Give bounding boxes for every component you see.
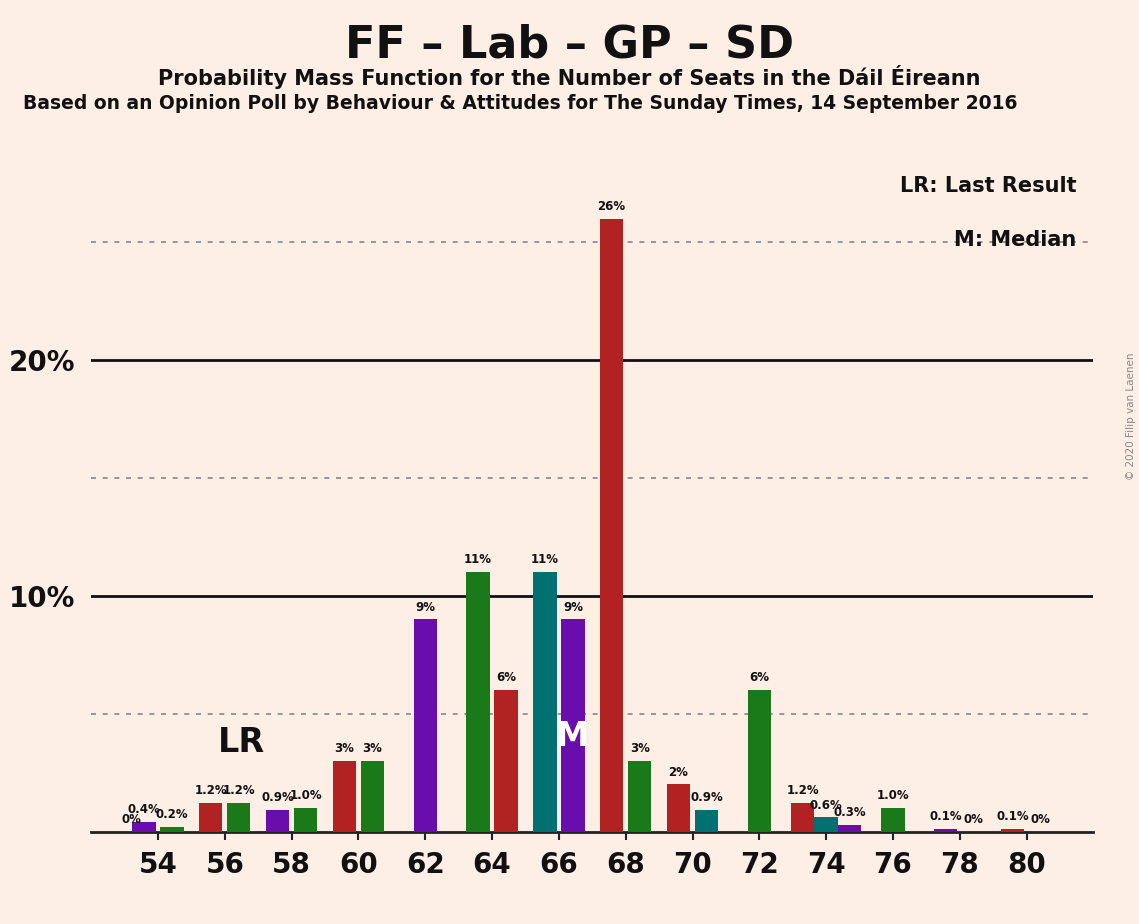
Text: 0%: 0% xyxy=(1031,813,1050,826)
Bar xyxy=(161,827,183,832)
Text: 0.1%: 0.1% xyxy=(997,810,1029,823)
Text: 3%: 3% xyxy=(335,742,354,755)
Bar xyxy=(466,572,490,832)
Text: 2%: 2% xyxy=(669,766,688,779)
Text: 1.2%: 1.2% xyxy=(786,784,819,797)
Bar xyxy=(747,690,771,832)
Bar xyxy=(695,810,719,832)
Text: 1.0%: 1.0% xyxy=(289,789,322,802)
Bar xyxy=(265,810,289,832)
Bar xyxy=(413,619,437,832)
Text: 0%: 0% xyxy=(121,813,141,826)
Bar xyxy=(294,808,318,832)
Text: Probability Mass Function for the Number of Seats in the Dáil Éireann: Probability Mass Function for the Number… xyxy=(158,65,981,89)
Bar xyxy=(838,824,861,832)
Text: 0.3%: 0.3% xyxy=(834,806,866,819)
Bar xyxy=(199,803,222,832)
Bar xyxy=(666,784,690,832)
Bar xyxy=(333,760,357,832)
Text: 11%: 11% xyxy=(464,553,492,566)
Text: Based on an Opinion Poll by Behaviour & Attitudes for The Sunday Times, 14 Septe: Based on an Opinion Poll by Behaviour & … xyxy=(23,94,1017,114)
Bar xyxy=(882,808,904,832)
Text: 9%: 9% xyxy=(416,601,435,614)
Bar xyxy=(227,803,251,832)
Bar xyxy=(934,829,958,832)
Text: 0.2%: 0.2% xyxy=(156,808,188,821)
Text: LR: Last Result: LR: Last Result xyxy=(900,176,1076,196)
Text: 1.2%: 1.2% xyxy=(195,784,227,797)
Text: 26%: 26% xyxy=(598,200,625,213)
Text: 0.9%: 0.9% xyxy=(690,792,723,805)
Text: 1.0%: 1.0% xyxy=(877,789,909,802)
Text: 0.9%: 0.9% xyxy=(261,792,294,805)
Text: LR: LR xyxy=(218,725,265,759)
Text: M: M xyxy=(556,720,590,753)
Text: 0.1%: 0.1% xyxy=(929,810,962,823)
Bar xyxy=(361,760,384,832)
Text: 0.4%: 0.4% xyxy=(128,803,161,816)
Bar xyxy=(533,572,557,832)
Text: 0.6%: 0.6% xyxy=(810,798,843,811)
Bar xyxy=(792,803,814,832)
Text: 11%: 11% xyxy=(531,553,559,566)
Text: © 2020 Filip van Laenen: © 2020 Filip van Laenen xyxy=(1126,352,1136,480)
Bar xyxy=(494,690,518,832)
Bar xyxy=(814,818,838,832)
Text: 3%: 3% xyxy=(630,742,649,755)
Bar xyxy=(562,619,584,832)
Text: 1.2%: 1.2% xyxy=(222,784,255,797)
Text: 0%: 0% xyxy=(964,813,984,826)
Bar xyxy=(600,219,623,832)
Bar xyxy=(628,760,652,832)
Bar xyxy=(1001,829,1024,832)
Text: 6%: 6% xyxy=(749,671,769,685)
Text: 6%: 6% xyxy=(497,671,516,685)
Text: FF – Lab – GP – SD: FF – Lab – GP – SD xyxy=(345,23,794,67)
Bar xyxy=(132,822,156,832)
Text: 3%: 3% xyxy=(362,742,383,755)
Text: 9%: 9% xyxy=(563,601,583,614)
Text: M: Median: M: Median xyxy=(954,230,1076,250)
